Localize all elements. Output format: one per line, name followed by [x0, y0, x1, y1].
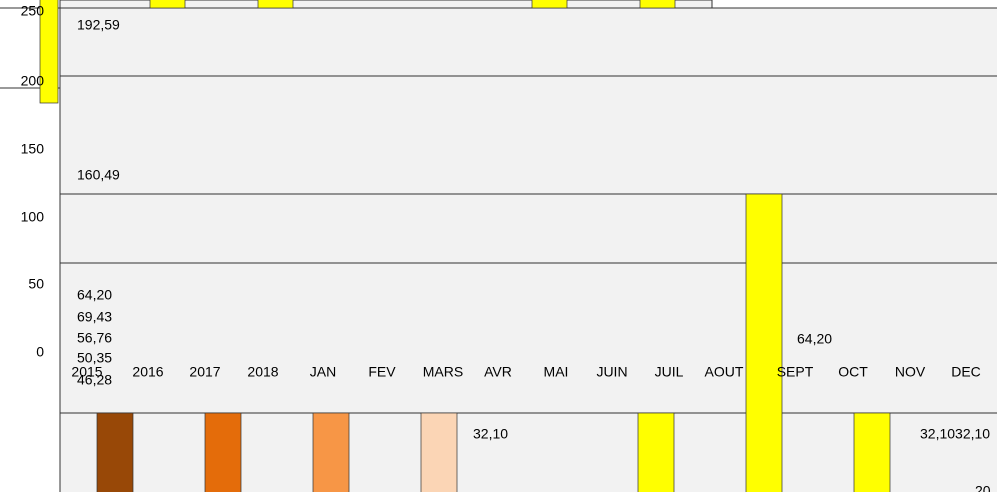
- data-label: 56,76: [77, 330, 112, 346]
- y-tick-label: 100: [21, 209, 45, 225]
- x-tick-label: MARS: [423, 364, 463, 380]
- plot-area: [60, 8, 997, 492]
- data-label: 69,43: [77, 309, 112, 325]
- x-tick-label: FEV: [368, 364, 396, 380]
- x-tick-label: JUIN: [596, 364, 627, 380]
- data-label: 32,10: [473, 426, 508, 442]
- data-label: 160,49: [77, 167, 120, 183]
- yellow-bars: [39, 0, 891, 492]
- y-tick-label: 200: [21, 73, 45, 89]
- y-tick-label: 50: [28, 276, 44, 292]
- data-label: 46,28: [77, 372, 112, 388]
- panel-lines: [0, 7, 997, 492]
- x-tick-label: DEC: [951, 364, 981, 380]
- x-tick-label: AOUT: [705, 364, 744, 380]
- data-label: 64,20: [797, 331, 832, 347]
- x-tick-label: MAI: [544, 364, 569, 380]
- y-tick-label: 250: [21, 3, 45, 19]
- x-tick-label: JAN: [310, 364, 336, 380]
- data-labels: 192,59 160,49 64,20 69,43 56,76 50,35 46,28 64,…: [77, 17, 991, 492]
- x-tick-label: SEPT: [777, 364, 814, 380]
- y-tick-label: 0: [36, 344, 44, 360]
- data-label: 20: [975, 483, 991, 492]
- colored-bars: [96, 412, 458, 492]
- x-tick-label: 2018: [247, 364, 278, 380]
- y-tick-label: 150: [21, 141, 45, 157]
- data-label: 64,20: [77, 287, 112, 303]
- x-tick-label: JUIL: [655, 364, 684, 380]
- x-tick-label: 2016: [132, 364, 163, 380]
- data-label: 50,35: [77, 350, 112, 366]
- x-tick-label: 2017: [189, 364, 220, 380]
- x-tick-label: NOV: [895, 364, 926, 380]
- data-label: 192,59: [77, 17, 120, 33]
- x-tick-label: 2015: [71, 364, 102, 380]
- data-label: 32,1032,10: [920, 426, 990, 442]
- x-tick-label: OCT: [838, 364, 868, 380]
- x-tick-label: AVR: [484, 364, 512, 380]
- y-axis-labels: 250 200 150 100 50 0: [21, 3, 45, 360]
- category-labels: 2015 2016 2017 2018 JAN FEV MARS AVR MAI JUIN JUIL…: [71, 364, 980, 380]
